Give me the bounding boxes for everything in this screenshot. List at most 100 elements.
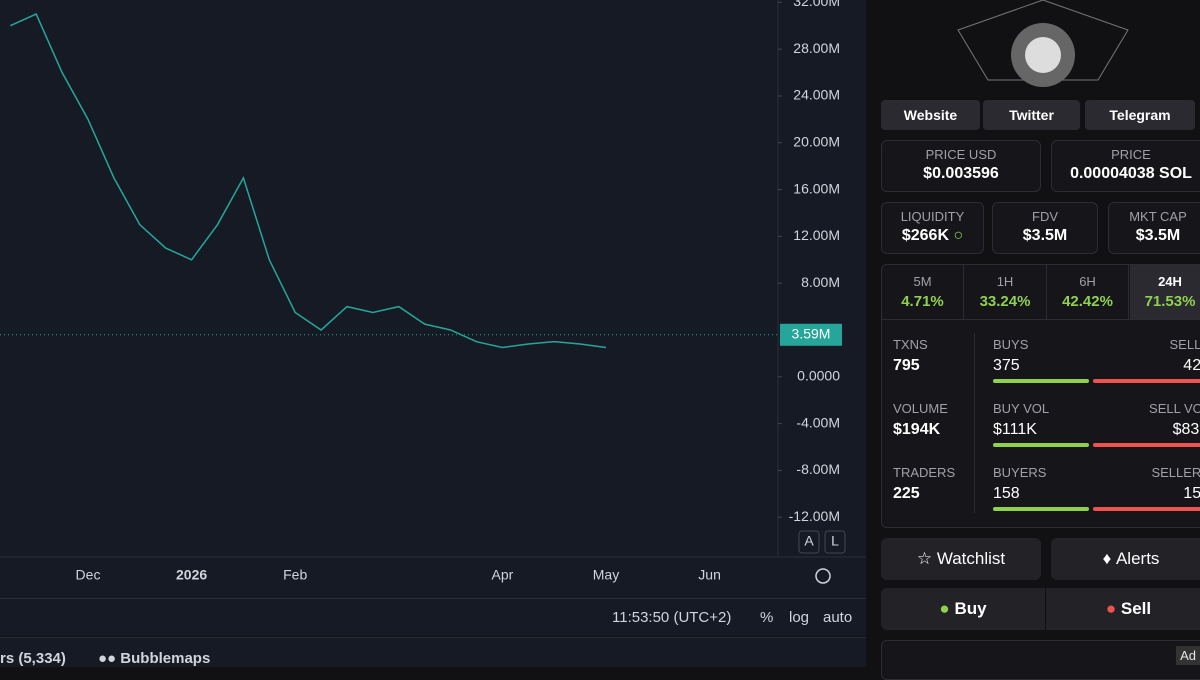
y-tick-label: -8.00M xyxy=(796,461,840,477)
liquidity-card: LIQUIDITY $266K ○ xyxy=(881,202,984,254)
timeframe-change: 33.24% xyxy=(965,293,1046,310)
label: LIQUIDITY xyxy=(882,209,983,224)
sell-button[interactable]: ● Sell xyxy=(1046,588,1200,630)
label: Alerts xyxy=(1116,549,1159,569)
label: Watchlist xyxy=(937,549,1005,569)
y-tick-label: 8.00M xyxy=(801,274,840,290)
stat-left-label: BUYERS xyxy=(993,465,1046,480)
timeframe-label: 6H xyxy=(1047,274,1128,289)
clock: 11:53:50 (UTC+2) xyxy=(612,609,731,626)
link-website[interactable]: Website xyxy=(881,100,980,130)
link-telegram[interactable]: Telegram xyxy=(1085,100,1195,130)
price-sol-card: PRICE 0.00004038 SOL xyxy=(1051,140,1200,192)
sell-bar xyxy=(1093,443,1200,447)
label: PRICE xyxy=(1052,147,1200,162)
log-toggle[interactable]: log xyxy=(789,609,809,626)
timeframe-label: 1H xyxy=(965,274,1046,289)
stat-right-value: 153 xyxy=(1183,485,1200,503)
value: 0.00004038 SOL xyxy=(1052,165,1200,183)
ad-label: Ad xyxy=(1176,646,1200,665)
label: FDV xyxy=(993,209,1097,224)
stat-value: 795 xyxy=(893,357,920,375)
y-tick-label: 12.00M xyxy=(793,227,840,243)
stat-left-label: BUY VOL xyxy=(993,401,1049,416)
link-twitter[interactable]: Twitter xyxy=(983,100,1080,130)
x-tick-label: Jun xyxy=(698,567,721,583)
sell-bar xyxy=(1093,379,1200,383)
stat-label: TRADERS xyxy=(893,465,955,480)
tab-label: Bubblemaps xyxy=(120,650,210,667)
stat-right-value: $83K xyxy=(1173,421,1200,439)
buy-button[interactable]: ● Buy xyxy=(881,588,1045,630)
fdv-card: FDV $3.5M xyxy=(992,202,1098,254)
stats-box: 5M 4.71%1H 33.24%6H 42.42%24H 71.53% TXNS 795 B… xyxy=(881,264,1200,528)
tab-strip: rs (5,334) ●● Bubblemaps xyxy=(0,637,866,667)
timeframe-cell: 1H 33.24% xyxy=(965,265,1047,319)
stat-left-value: 158 xyxy=(993,485,1020,503)
value: $3.5M xyxy=(993,227,1097,245)
timeframe-change: 71.53% xyxy=(1130,293,1200,310)
divider xyxy=(882,319,1200,320)
timeframe-change: 42.42% xyxy=(1047,293,1128,310)
settings-icon[interactable] xyxy=(816,569,830,583)
stat-right-label: SELLERS xyxy=(1151,465,1200,480)
x-tick-label: Feb xyxy=(283,567,307,583)
auto-toggle[interactable]: auto xyxy=(823,609,852,626)
y-tick-label: -4.00M xyxy=(796,414,840,430)
stat-left-value: $111K xyxy=(993,421,1037,439)
watchlist-button[interactable]: ☆ Watchlist xyxy=(881,538,1041,580)
bottom-toolbar: 11:53:50 (UTC+2) % log auto xyxy=(0,598,866,636)
timeframe-cell: 6H 42.42% xyxy=(1047,265,1129,319)
stat-value: 225 xyxy=(893,485,920,503)
timeframe-label: 24H xyxy=(1130,274,1200,289)
y-tick-label: 24.00M xyxy=(793,87,840,103)
price-usd-card: PRICE USD $0.003596 xyxy=(881,140,1041,192)
stat-label: VOLUME xyxy=(893,401,948,416)
percent-toggle[interactable]: % xyxy=(760,609,773,626)
stat-left-value: 375 xyxy=(993,357,1020,375)
x-tick-label: 2026 xyxy=(176,567,207,583)
scale-l[interactable]: L xyxy=(831,533,839,549)
alerts-button[interactable]: ♦ Alerts xyxy=(1051,538,1200,580)
timeframe-cell: 24H 71.53% xyxy=(1130,265,1200,319)
y-tick-label: 28.00M xyxy=(793,40,840,56)
ad-box: Ad xyxy=(881,640,1200,680)
buy-bar xyxy=(993,443,1089,447)
scale-a[interactable]: A xyxy=(804,533,814,549)
stat-right-value: 420 xyxy=(1183,357,1200,375)
price-marker-label: 3.59M xyxy=(792,325,831,341)
y-tick-label: 20.00M xyxy=(793,133,840,149)
tab-bubblemaps[interactable]: ●● Bubblemaps xyxy=(98,650,210,667)
timeframe-cell: 5M 4.71% xyxy=(882,265,964,319)
stat-right-label: SELL VOL xyxy=(1149,401,1200,416)
sell-bar xyxy=(1093,507,1200,511)
mkt-cap-card: MKT CAP $3.5M xyxy=(1108,202,1200,254)
x-tick-label: May xyxy=(593,567,619,583)
divider xyxy=(974,333,975,513)
token-panel: Website Twitter Telegram PRICE USD $0.003… xyxy=(868,0,1200,667)
token-image xyxy=(948,0,1138,90)
stat-value: $194K xyxy=(893,421,940,439)
value: $3.5M xyxy=(1109,227,1200,245)
label: PRICE USD xyxy=(882,147,1040,162)
y-tick-label: 0.0000 xyxy=(797,367,840,383)
value: $0.003596 xyxy=(882,165,1040,183)
label: Sell xyxy=(1121,599,1151,619)
tab-holders[interactable]: rs (5,334) xyxy=(0,650,66,667)
chart: A L 32.00M28.00M24.00M20.00M16.00M12.00M… xyxy=(0,0,866,598)
label: MKT CAP xyxy=(1109,209,1200,224)
price-line xyxy=(10,14,606,347)
x-tick-label: Apr xyxy=(492,567,514,583)
buy-bar xyxy=(993,507,1089,511)
value: $266K ○ xyxy=(882,227,983,245)
timeframe-label: 5M xyxy=(882,274,963,289)
lock-icon: ○ xyxy=(953,227,963,244)
x-tick-label: Dec xyxy=(76,567,101,583)
value-text: $266K xyxy=(902,227,949,244)
y-tick-label: 32.00M xyxy=(793,0,840,9)
stat-label: TXNS xyxy=(893,337,928,352)
timeframe-change: 4.71% xyxy=(882,293,963,310)
y-tick-label: -12.00M xyxy=(789,508,840,524)
label: Buy xyxy=(954,599,986,619)
